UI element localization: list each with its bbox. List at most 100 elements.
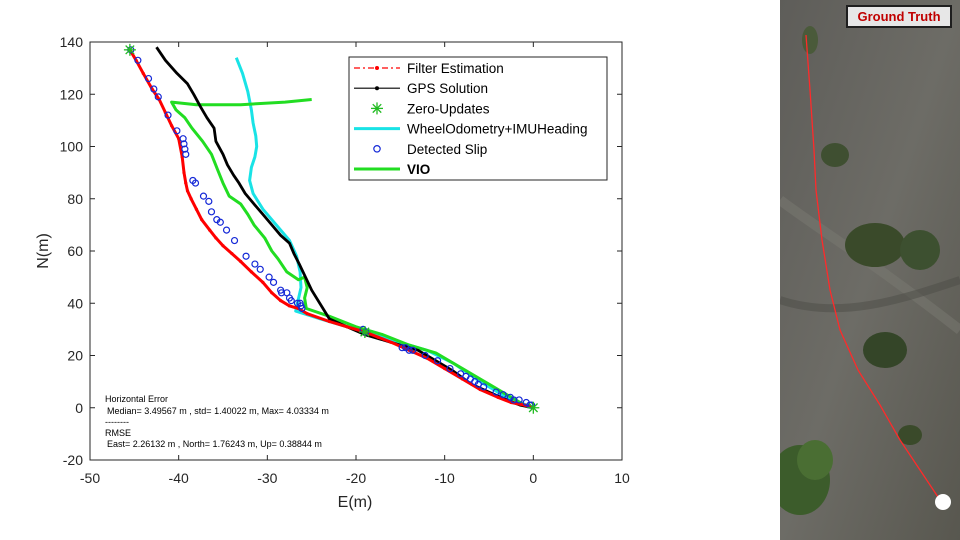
data-point xyxy=(376,335,380,339)
ground-truth-satellite-panel xyxy=(780,0,960,540)
data-point xyxy=(265,273,273,281)
data-point xyxy=(185,189,190,193)
x-tick-label: -10 xyxy=(435,470,455,486)
ground-truth-end-marker xyxy=(935,494,951,510)
x-tick-label: -40 xyxy=(169,470,189,486)
data-point xyxy=(256,265,264,273)
y-tick-label: 100 xyxy=(60,139,84,155)
legend-marker xyxy=(373,145,381,153)
legend-label: Filter Estimation xyxy=(407,61,504,76)
data-point xyxy=(216,218,224,226)
legend-label: VIO xyxy=(407,162,430,177)
data-point xyxy=(269,278,278,286)
series-gps-solution xyxy=(155,46,534,410)
data-point xyxy=(499,391,507,399)
y-tick-label: 140 xyxy=(60,34,84,50)
legend-item: Zero-Updates xyxy=(371,101,490,116)
legend-label: GPS Solution xyxy=(407,81,488,96)
x-tick-label: -50 xyxy=(80,470,100,486)
x-tick-label: -30 xyxy=(257,470,277,486)
series-layer xyxy=(123,43,540,414)
data-point xyxy=(433,357,442,365)
y-tick-label: -20 xyxy=(63,452,83,468)
data-point xyxy=(298,304,306,313)
y-axis-label: N(m) xyxy=(35,233,52,269)
data-point xyxy=(443,366,447,371)
data-point xyxy=(515,396,523,404)
series-vio xyxy=(170,98,534,410)
data-point xyxy=(150,85,158,93)
legend-item: WheelOdometry+IMUHeading xyxy=(354,122,587,137)
data-point xyxy=(169,124,174,128)
data-point xyxy=(242,252,250,260)
series-zero-updates xyxy=(123,43,540,414)
data-point xyxy=(222,226,231,234)
data-point xyxy=(173,127,181,135)
legend-marker xyxy=(375,86,379,91)
data-point xyxy=(177,137,181,141)
data-point xyxy=(180,140,188,148)
legend-box xyxy=(348,56,608,181)
annotation-heading: Horizontal Error xyxy=(105,394,168,404)
y-tick-label: 20 xyxy=(67,348,83,364)
data-point xyxy=(270,291,274,295)
data-point xyxy=(389,340,394,345)
data-point xyxy=(205,197,213,205)
y-axis-ticks: -20 0 20 40 60 80 100 120 140 xyxy=(60,34,622,468)
data-point xyxy=(421,351,429,360)
annotation-stats: Median= 3.49567 m , std= 1.40022 m, Max=… xyxy=(107,406,329,416)
ground-truth-label: Ground Truth xyxy=(846,5,952,28)
data-point xyxy=(123,43,136,56)
x-axis-ticks: -50 -40 -30 -20 -10 0 10 xyxy=(80,42,630,486)
data-point xyxy=(398,344,406,352)
legend-label: WheelOdometry+IMUHeading xyxy=(407,122,587,137)
data-point xyxy=(221,244,225,248)
data-point xyxy=(409,346,417,354)
x-tick-label: -20 xyxy=(346,470,366,486)
data-point xyxy=(230,236,239,245)
ground-truth-track xyxy=(805,34,941,501)
data-point xyxy=(358,325,371,338)
data-point xyxy=(277,289,286,297)
y-tick-label: 0 xyxy=(75,400,83,416)
y-tick-label: 120 xyxy=(60,86,84,102)
data-point xyxy=(327,319,331,324)
data-point xyxy=(134,56,142,64)
data-point xyxy=(200,218,204,222)
data-point xyxy=(182,150,190,158)
y-tick-label: 40 xyxy=(67,295,83,311)
data-point xyxy=(287,304,292,308)
data-point xyxy=(492,388,500,396)
data-point xyxy=(141,71,145,75)
legend-marker xyxy=(371,102,383,115)
series-line xyxy=(170,98,534,410)
data-point xyxy=(261,280,265,284)
data-point xyxy=(480,383,488,391)
data-point xyxy=(510,396,518,404)
legend-label: Zero-Updates xyxy=(407,101,490,116)
data-point xyxy=(154,93,162,101)
legend-item: Detected Slip xyxy=(373,142,487,157)
legend-item: Filter Estimation xyxy=(354,61,504,76)
annotation-separator: -------- xyxy=(105,417,129,427)
data-point xyxy=(251,260,259,268)
data-point xyxy=(184,181,188,185)
data-point xyxy=(279,299,283,303)
data-point xyxy=(214,236,218,240)
data-point xyxy=(230,252,234,256)
series-line xyxy=(155,46,534,410)
legend-item: GPS Solution xyxy=(354,81,488,96)
legend-marker xyxy=(375,66,379,70)
data-point xyxy=(287,297,295,305)
data-point xyxy=(199,192,208,200)
data-point xyxy=(194,207,198,211)
data-point xyxy=(405,346,413,354)
annotation-rmse: East= 2.26132 m , North= 1.76243 m, Up= … xyxy=(107,439,322,449)
data-point xyxy=(189,197,193,201)
x-axis-label: E(m) xyxy=(338,494,373,511)
satellite-image xyxy=(780,0,960,540)
data-point xyxy=(527,401,540,414)
y-tick-label: 60 xyxy=(67,243,83,259)
x-tick-label: 0 xyxy=(529,470,537,486)
data-point xyxy=(208,228,212,232)
